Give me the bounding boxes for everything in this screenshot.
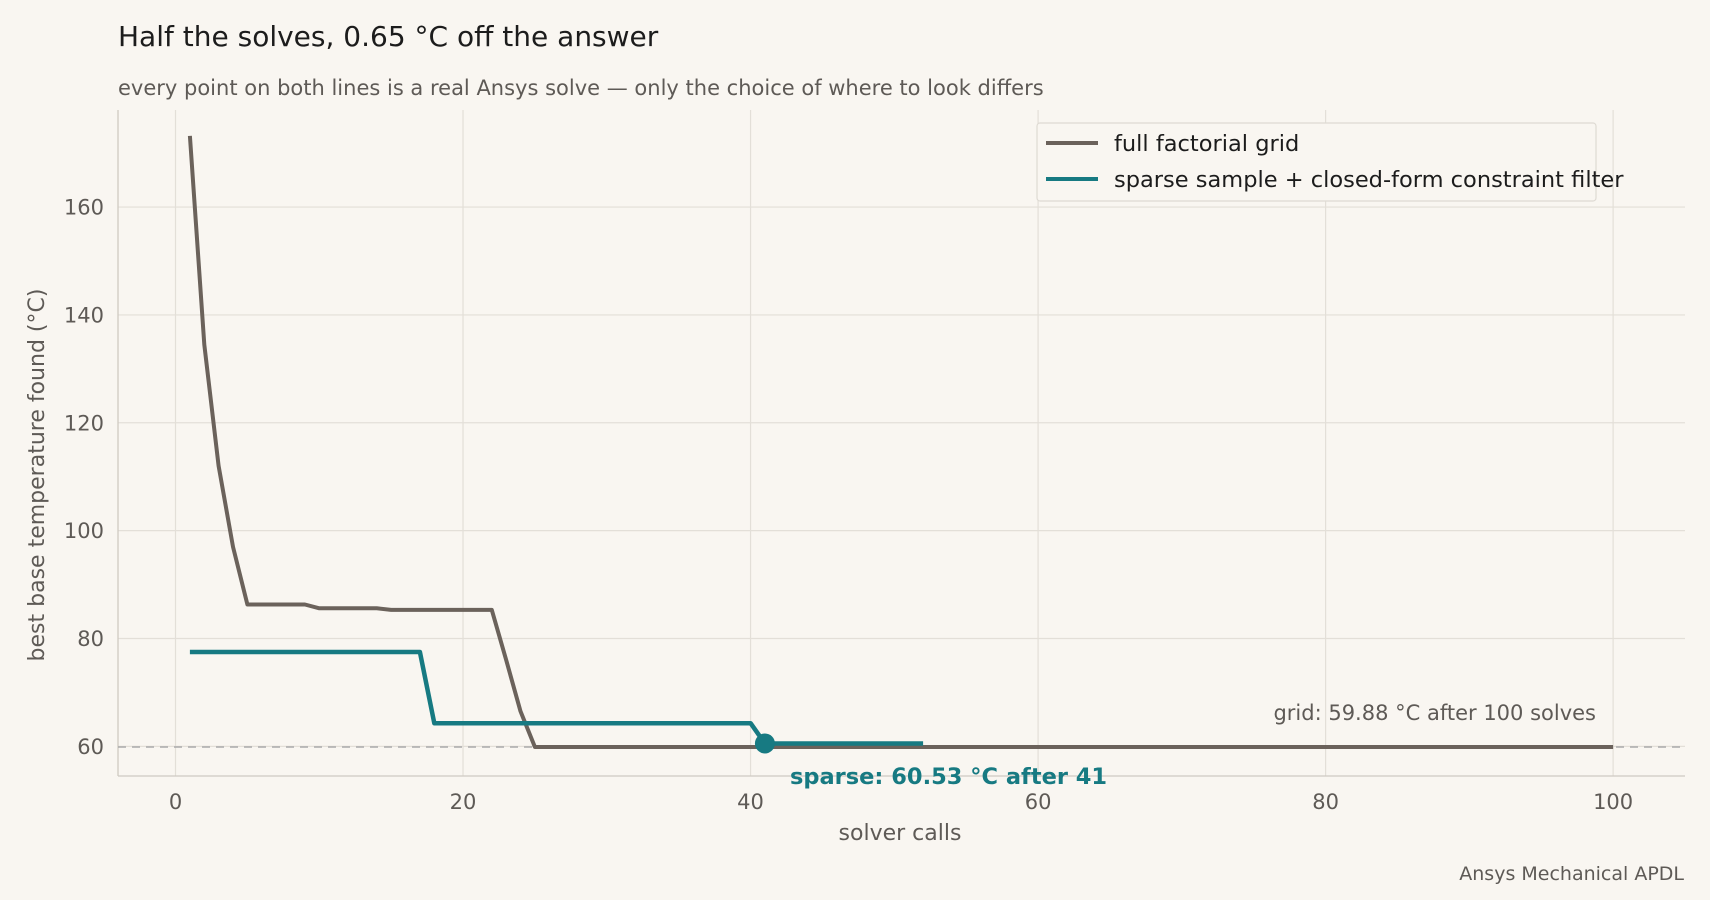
y-axis-label: best base temperature found (°C) bbox=[25, 289, 50, 662]
x-tick-label: 80 bbox=[1312, 790, 1339, 814]
chart-title: Half the solves, 0.65 °C off the answer bbox=[118, 20, 659, 53]
legend-box bbox=[1036, 122, 1597, 202]
legend-label-full-factorial-grid: full factorial grid bbox=[1114, 131, 1299, 157]
source-credit: Ansys Mechanical APDL bbox=[1459, 863, 1684, 885]
sparse-best-marker bbox=[754, 733, 775, 754]
axes bbox=[117, 110, 1685, 777]
markers bbox=[754, 733, 775, 754]
x-tick-label: 60 bbox=[1025, 790, 1052, 814]
tick-labels: 0 20 40 60 80 100 60 80 100 120 140 160 bbox=[64, 196, 1633, 814]
annotations: grid: 59.88 °C after 100 solves sparse: … bbox=[790, 701, 1596, 790]
x-tick-label: 40 bbox=[737, 790, 764, 814]
series-lines bbox=[187, 135, 1614, 749]
x-tick-label: 20 bbox=[450, 790, 477, 814]
gridlines bbox=[118, 110, 1685, 776]
x-axis-label: solver calls bbox=[839, 821, 962, 846]
y-tick-label: 60 bbox=[77, 735, 104, 759]
legend: full factorial grid sparse sample + clos… bbox=[1036, 122, 1624, 202]
y-tick-label: 80 bbox=[77, 627, 104, 651]
y-tick-label: 120 bbox=[64, 411, 104, 435]
y-tick-label: 160 bbox=[64, 196, 104, 220]
chart-subtitle: every point on both lines is a real Ansy… bbox=[118, 76, 1044, 100]
series-line-sparse-sample bbox=[189, 649, 924, 746]
x-tick-label: 100 bbox=[1593, 790, 1633, 814]
legend-label-sparse-sample: sparse sample + closed-form constraint f… bbox=[1114, 167, 1624, 193]
y-tick-label: 100 bbox=[64, 519, 104, 543]
grid-result-annotation: grid: 59.88 °C after 100 solves bbox=[1273, 701, 1596, 725]
y-tick-label: 140 bbox=[64, 303, 104, 327]
x-tick-label: 0 bbox=[169, 790, 182, 814]
sparse-result-annotation: sparse: 60.53 °C after 41 bbox=[790, 764, 1107, 790]
series-line-full-factorial-grid bbox=[187, 135, 1614, 749]
